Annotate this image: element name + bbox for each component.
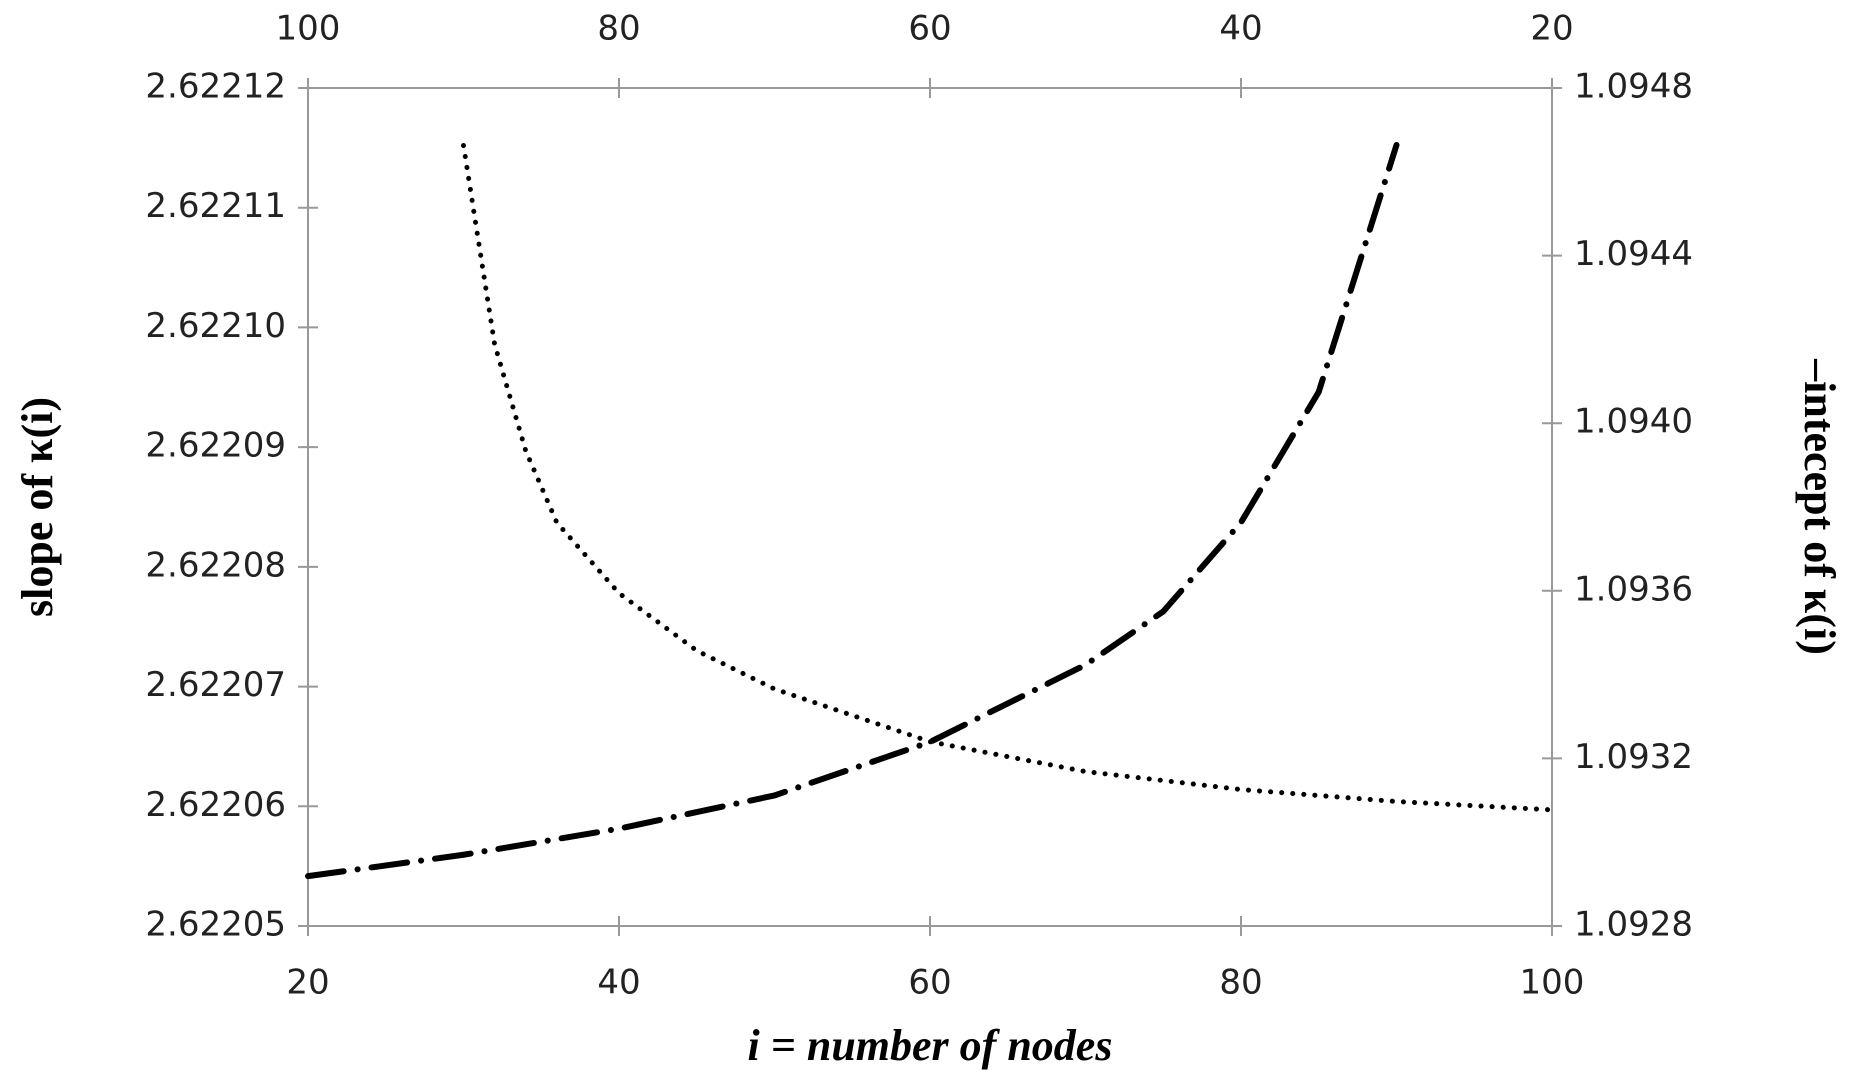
y-tick-label: 2.62211	[145, 186, 286, 226]
y2-axis-title: –intecept of κ(i)	[1795, 358, 1844, 655]
x-tick-label: 20	[286, 963, 329, 1003]
series-line	[461, 142, 1555, 813]
x-tick-label: 100	[1520, 963, 1585, 1003]
x2-tick-label: 20	[1530, 9, 1573, 49]
x2-tick-label: 80	[597, 9, 640, 49]
x2-tick-label: 100	[276, 9, 341, 49]
y2-tick-label: 1.0944	[1574, 234, 1693, 274]
y-tick-label: 2.62207	[145, 665, 286, 705]
y-axis-title: slope of κ(i)	[13, 397, 62, 617]
x-tick-label: 40	[597, 963, 640, 1003]
y-tick-label: 2.62208	[145, 545, 286, 585]
y2-tick-label: 1.0936	[1574, 569, 1693, 609]
x2-tick-label: 40	[1219, 9, 1262, 49]
y2-tick-label: 1.0932	[1574, 737, 1693, 777]
y2-tick-label: 1.0948	[1574, 67, 1693, 107]
y2-tick-label: 1.0928	[1574, 905, 1693, 945]
x-tick-label: 80	[1219, 963, 1262, 1003]
plot-frame	[307, 87, 1553, 927]
y2-tick-label: 1.0940	[1574, 402, 1693, 442]
x-axis-title: i = number of nodes	[748, 1021, 1113, 1070]
series-line	[305, 141, 1400, 880]
y-tick-label: 2.62205	[145, 905, 286, 945]
y-tick-label: 2.62206	[145, 785, 286, 825]
x-tick-label: 60	[908, 963, 951, 1003]
y-tick-label: 2.62209	[145, 426, 286, 466]
x2-tick-label: 60	[908, 9, 951, 49]
y-tick-label: 2.62212	[145, 67, 286, 107]
y-tick-label: 2.62210	[145, 306, 286, 346]
